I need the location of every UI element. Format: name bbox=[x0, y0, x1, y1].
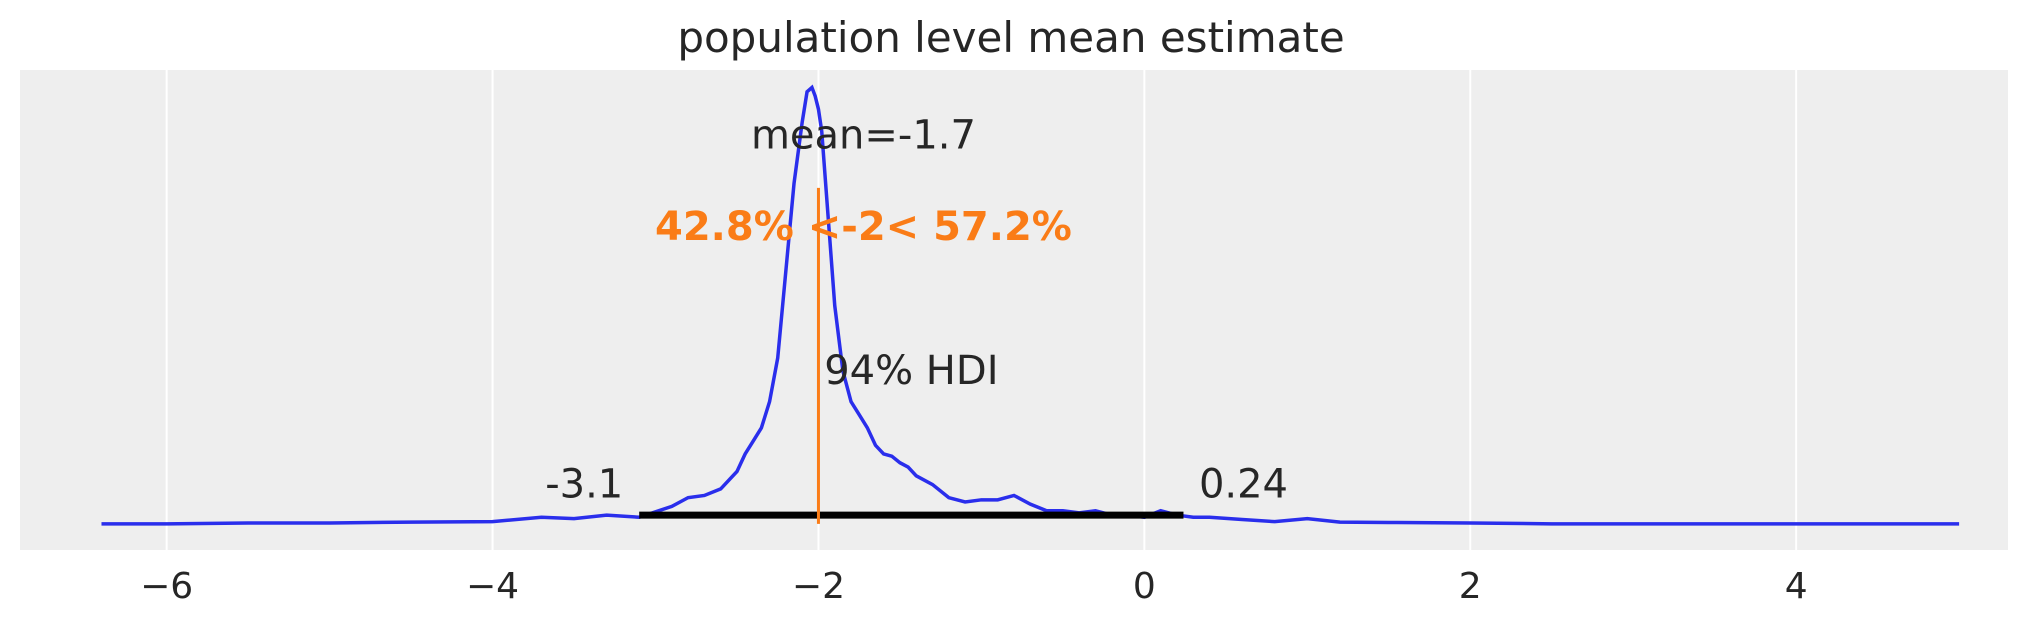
x-tick-labels: −6 −4 −2 0 2 4 bbox=[140, 566, 1808, 607]
mean-label: mean=-1.7 bbox=[751, 113, 976, 159]
x-tick-label: −4 bbox=[466, 566, 519, 607]
x-tick-label: 0 bbox=[1133, 566, 1156, 607]
x-tick-label: −2 bbox=[792, 566, 845, 607]
plot-area bbox=[20, 70, 2008, 550]
chart-title: population level mean estimate bbox=[677, 13, 1344, 62]
hdi-high-label: 0.24 bbox=[1199, 462, 1288, 508]
x-tick-label: −6 bbox=[140, 566, 193, 607]
x-tick-label: 4 bbox=[1785, 566, 1808, 607]
hdi-low-label: -3.1 bbox=[545, 462, 623, 508]
hdi-label: 94% HDI bbox=[824, 348, 998, 394]
reference-value-label: 42.8% <-2< 57.2% bbox=[655, 204, 1072, 250]
x-tick-label: 2 bbox=[1459, 566, 1482, 607]
density-curve bbox=[101, 84, 1960, 526]
